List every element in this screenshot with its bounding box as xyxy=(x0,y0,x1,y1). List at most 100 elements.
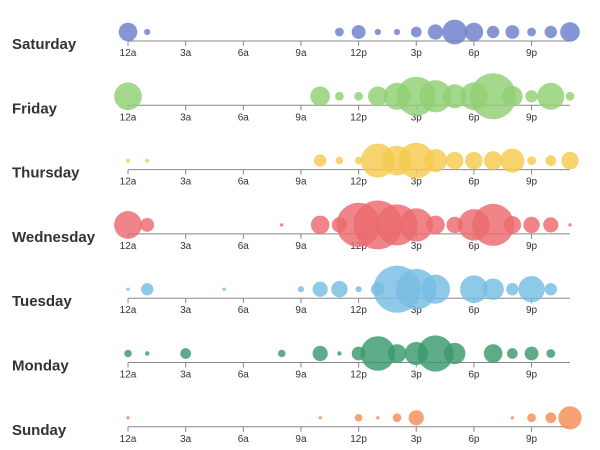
bubble-thursday-h11[interactable] xyxy=(335,156,344,165)
bubble-friday-h0[interactable] xyxy=(114,82,142,111)
bubble-saturday-h14[interactable] xyxy=(393,28,401,36)
x-tick-label: 6a xyxy=(238,112,250,123)
bubble-tuesday-h20[interactable] xyxy=(506,283,519,296)
bubble-monday-h8[interactable] xyxy=(277,349,286,358)
bubble-wednesday-h22[interactable] xyxy=(543,217,559,233)
bubble-saturday-h22[interactable] xyxy=(544,25,557,39)
x-tick-label: 6p xyxy=(468,434,480,445)
bubble-monday-h11[interactable] xyxy=(337,351,342,356)
bubble-friday-h20[interactable] xyxy=(502,86,523,107)
bubble-sunday-h12[interactable] xyxy=(354,414,363,422)
bubble-friday-h12[interactable] xyxy=(354,91,363,101)
bubble-saturday-h17[interactable] xyxy=(442,19,468,45)
bubble-friday-h21[interactable] xyxy=(525,90,538,103)
bubble-thursday-h19[interactable] xyxy=(483,151,503,170)
bubble-saturday-h20[interactable] xyxy=(505,25,520,39)
bubble-wednesday-h23[interactable] xyxy=(568,223,572,227)
x-tick-label: 9a xyxy=(295,177,307,188)
bubble-saturday-h11[interactable] xyxy=(335,27,344,37)
bubble-thursday-h17[interactable] xyxy=(445,151,464,170)
bubble-wednesday-h15[interactable] xyxy=(399,208,433,242)
bubble-sunday-h23[interactable] xyxy=(558,406,582,430)
bubble-monday-h0[interactable] xyxy=(124,349,132,358)
bubble-wednesday-h21[interactable] xyxy=(523,216,540,234)
bubble-tuesday-h0[interactable] xyxy=(126,287,130,291)
bubble-monday-h14[interactable] xyxy=(387,344,407,363)
bubble-friday-h17[interactable] xyxy=(442,84,467,109)
bubble-sunday-h20[interactable] xyxy=(510,416,515,420)
bubble-wednesday-h20[interactable] xyxy=(503,216,522,234)
bubble-sunday-h13[interactable] xyxy=(376,416,380,420)
bubble-monday-h20[interactable] xyxy=(506,348,518,359)
bubble-wednesday-h8[interactable] xyxy=(280,223,284,227)
bubble-thursday-h12[interactable] xyxy=(354,156,363,165)
bubble-tuesday-h9[interactable] xyxy=(297,286,305,293)
bubble-saturday-h0[interactable] xyxy=(118,22,138,42)
bubble-saturday-h1[interactable] xyxy=(144,28,151,36)
bubble-thursday-h18[interactable] xyxy=(465,151,483,170)
bubble-thursday-h15[interactable] xyxy=(398,142,435,179)
bubble-monday-h1[interactable] xyxy=(145,351,150,356)
bubble-tuesday-h1[interactable] xyxy=(141,283,154,296)
bubble-wednesday-h10[interactable] xyxy=(310,215,330,235)
bubble-monday-h10[interactable] xyxy=(312,345,328,362)
bubble-monday-h17[interactable] xyxy=(443,342,466,365)
bubble-saturday-h15[interactable] xyxy=(410,26,422,38)
bubble-monday-h3[interactable] xyxy=(180,348,192,359)
bubble-saturday-h13[interactable] xyxy=(374,28,381,36)
bubble-saturday-h23[interactable] xyxy=(560,22,580,42)
bubble-sunday-h15[interactable] xyxy=(408,410,424,426)
bubble-sunday-h22[interactable] xyxy=(545,412,557,424)
bubble-tuesday-h11[interactable] xyxy=(331,280,348,298)
x-tick-label: 6a xyxy=(238,370,250,381)
bubble-monday-h19[interactable] xyxy=(483,344,503,363)
x-tick-label: 12p xyxy=(350,112,367,123)
bubble-saturday-h18[interactable] xyxy=(464,22,484,42)
bubble-tuesday-h19[interactable] xyxy=(482,278,504,300)
bubble-wednesday-h19[interactable] xyxy=(472,203,515,246)
bubble-monday-h21[interactable] xyxy=(524,346,539,361)
bubble-tuesday-h10[interactable] xyxy=(312,281,328,297)
bubble-wednesday-h16[interactable] xyxy=(426,215,445,235)
bubble-friday-h19[interactable] xyxy=(470,73,517,120)
bubble-monday-h22[interactable] xyxy=(546,349,556,358)
bubble-tuesday-h18[interactable] xyxy=(460,275,488,304)
x-tick-label: 6p xyxy=(468,370,480,381)
bubble-tuesday-h12[interactable] xyxy=(355,286,362,293)
bubble-tuesday-h16[interactable] xyxy=(420,274,451,304)
bubble-tuesday-h22[interactable] xyxy=(544,283,557,296)
bubble-sunday-h14[interactable] xyxy=(392,413,402,423)
bubble-wednesday-h0[interactable] xyxy=(114,211,142,239)
bubble-tuesday-h21[interactable] xyxy=(518,276,545,303)
bubble-thursday-h21[interactable] xyxy=(527,156,536,165)
bubble-thursday-h16[interactable] xyxy=(423,149,448,173)
bubble-sunday-h0[interactable] xyxy=(126,416,130,420)
bubble-thursday-h10[interactable] xyxy=(313,154,327,167)
x-tick-label: 12a xyxy=(120,112,137,123)
bubble-thursday-h1[interactable] xyxy=(145,158,150,163)
bubble-friday-h10[interactable] xyxy=(310,86,330,107)
bubble-wednesday-h1[interactable] xyxy=(140,217,155,232)
bubble-friday-h23[interactable] xyxy=(565,91,575,101)
bubble-monday-h16[interactable] xyxy=(417,335,454,372)
x-tick-label: 9a xyxy=(295,434,307,445)
bubble-thursday-h20[interactable] xyxy=(500,148,525,173)
bubble-saturday-h21[interactable] xyxy=(527,27,536,37)
bubble-sunday-h21[interactable] xyxy=(527,413,536,423)
bubble-thursday-h0[interactable] xyxy=(126,158,130,163)
bubble-friday-h11[interactable] xyxy=(335,91,344,101)
bubble-friday-h16[interactable] xyxy=(419,80,452,113)
bubble-saturday-h19[interactable] xyxy=(486,25,500,39)
bubble-sunday-h10[interactable] xyxy=(318,416,322,420)
bubble-tuesday-h5[interactable] xyxy=(222,287,226,291)
bubble-thursday-h22[interactable] xyxy=(545,155,557,166)
day-label-wednesday: Wednesday xyxy=(12,229,96,246)
bubble-thursday-h23[interactable] xyxy=(561,151,579,170)
x-tick-label: 3a xyxy=(180,112,192,123)
x-tick-label: 6a xyxy=(238,177,250,188)
bubble-monday-h13[interactable] xyxy=(360,336,396,371)
bubble-friday-h22[interactable] xyxy=(537,82,565,110)
bubble-saturday-h16[interactable] xyxy=(427,24,444,40)
bubble-friday-h13[interactable] xyxy=(368,86,388,107)
bubble-saturday-h12[interactable] xyxy=(351,25,366,39)
